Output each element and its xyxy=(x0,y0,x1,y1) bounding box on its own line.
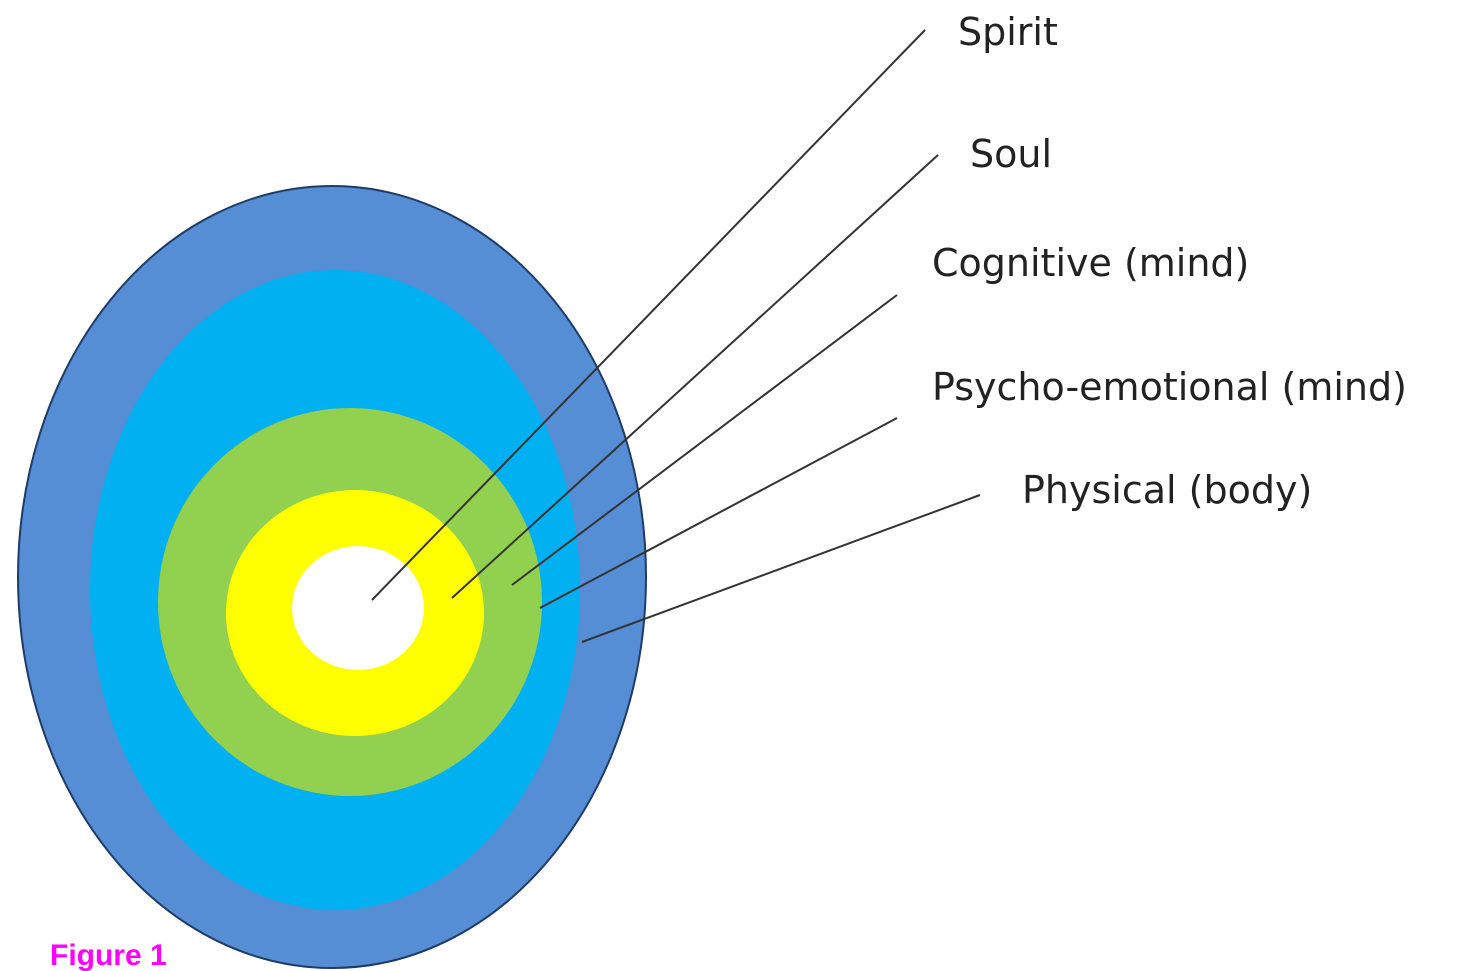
layer-spirit xyxy=(292,546,424,670)
layer-label: Cognitive (mind) xyxy=(932,241,1249,285)
leader-line xyxy=(371,29,926,601)
layer-label: Soul xyxy=(970,132,1052,176)
leader-line xyxy=(539,417,898,609)
layer-label: Physical (body) xyxy=(1022,468,1312,512)
layer-label: Spirit xyxy=(958,10,1058,54)
layer-label: Psycho-emotional (mind) xyxy=(932,365,1407,409)
leader-line xyxy=(451,154,939,599)
leader-line xyxy=(511,294,898,586)
caption: Figure 1 xyxy=(50,939,167,971)
leader-line xyxy=(581,494,981,643)
